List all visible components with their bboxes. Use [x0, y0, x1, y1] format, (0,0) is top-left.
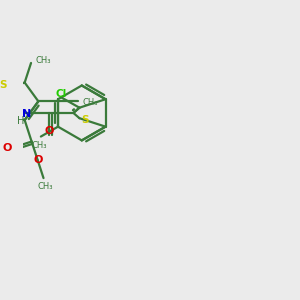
Text: N: N — [22, 109, 32, 119]
Text: S: S — [82, 115, 89, 124]
Text: CH₃: CH₃ — [82, 98, 98, 107]
Text: CH₃: CH₃ — [37, 182, 52, 191]
Text: S: S — [0, 80, 6, 90]
Text: O: O — [2, 143, 12, 153]
Text: O: O — [33, 155, 42, 165]
Text: H: H — [17, 116, 24, 126]
Text: O: O — [45, 126, 54, 136]
Text: Cl: Cl — [56, 89, 67, 99]
Text: CH₃: CH₃ — [35, 56, 51, 65]
Text: CH₃: CH₃ — [32, 142, 47, 151]
